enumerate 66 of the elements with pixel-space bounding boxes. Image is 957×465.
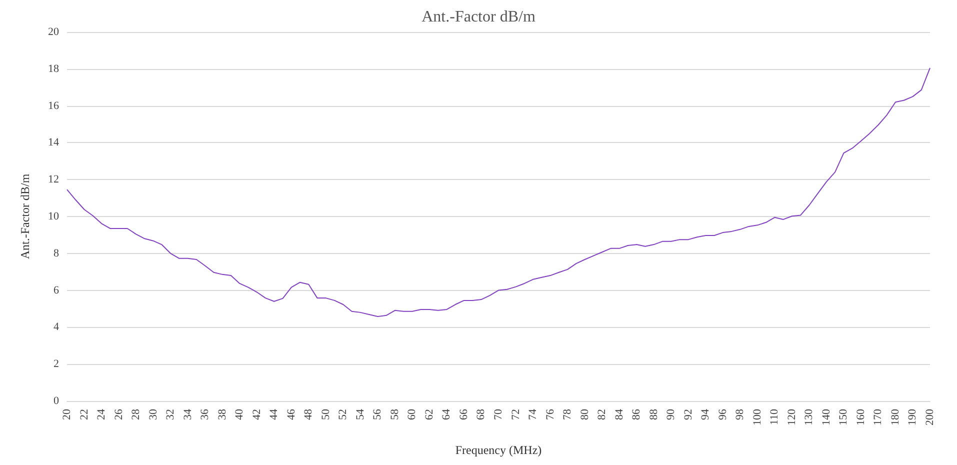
y-tick-label: 20: [48, 26, 60, 38]
x-tick-label: 56: [372, 408, 384, 420]
x-tick-label: 92: [682, 409, 694, 420]
x-tick-label: 32: [164, 409, 177, 420]
x-tick-label: 90: [665, 408, 678, 420]
x-tick-label: 72: [510, 409, 522, 420]
line-series: [66, 67, 930, 317]
x-tick-label: 84: [613, 408, 626, 420]
y-tick-label: 12: [48, 174, 59, 186]
y-tick-label: 18: [48, 62, 60, 75]
x-tick-label: 110: [768, 408, 781, 426]
x-tick-label: 96: [716, 408, 729, 420]
x-tick-label: 38: [216, 408, 228, 420]
y-tick-label: 6: [54, 284, 60, 296]
y-tick-label: 4: [54, 321, 60, 334]
x-tick-label: 50: [320, 408, 332, 420]
x-tick-label: 150: [838, 408, 850, 426]
x-tick-label: 62: [423, 409, 436, 420]
x-tick-label: 28: [130, 408, 142, 420]
x-tick-label: 36: [199, 408, 212, 420]
x-tick-label: 48: [302, 408, 315, 420]
x-tick-label: 78: [562, 408, 574, 420]
x-tick-label: 76: [544, 408, 556, 420]
x-tick-label: 22: [78, 409, 90, 420]
y-axis-title: Ant.-Factor dB/m: [18, 173, 32, 260]
x-tick-label: 40: [234, 408, 246, 420]
y-tick-label: 0: [54, 395, 60, 407]
x-tick-label: 46: [285, 408, 298, 420]
x-tick-label: 130: [803, 408, 816, 426]
x-tick-label: 74: [527, 408, 540, 420]
x-tick-label: 88: [648, 408, 660, 420]
x-tick-label: 66: [458, 408, 470, 420]
x-tick-label: 58: [388, 408, 401, 420]
x-tick-label: 86: [630, 408, 643, 420]
x-tick-label: 180: [889, 408, 902, 426]
x-tick-label: 24: [96, 408, 108, 420]
x-tick-label: 54: [354, 408, 366, 420]
x-tick-label: 160: [854, 408, 867, 426]
x-tick-label: 170: [872, 408, 884, 426]
chart-title: Ant.-Factor dB/m: [422, 8, 536, 26]
x-tick-label: 100: [751, 408, 764, 426]
x-tick-label: 94: [700, 408, 712, 420]
x-tick-label: 200: [924, 408, 936, 426]
x-tick-label: 42: [250, 409, 263, 420]
x-tick-label: 80: [578, 408, 591, 420]
x-tick-label: 68: [475, 408, 488, 420]
x-tick-label: 44: [268, 408, 280, 420]
x-tick-label: 20: [61, 408, 73, 420]
x-tick-label: 34: [182, 408, 194, 420]
x-axis-title: Frequency (MHz): [455, 443, 542, 457]
x-tick-label: 52: [337, 409, 350, 420]
y-tick-label: 2: [54, 358, 59, 370]
y-tick-label: 10: [48, 210, 60, 222]
x-tick-label: 64: [440, 408, 453, 420]
x-tick-label: 26: [112, 408, 125, 420]
y-tick-label: 14: [48, 136, 60, 149]
x-tick-label: 82: [596, 409, 608, 420]
x-tick-label: 98: [734, 408, 746, 420]
x-tick-label: 70: [492, 408, 504, 420]
x-tick-label: 140: [820, 408, 832, 426]
y-tick-label: 16: [48, 100, 60, 112]
x-tick-label: 30: [147, 408, 160, 420]
x-tick-label: 120: [786, 408, 798, 426]
x-tick-label: 190: [906, 408, 919, 426]
y-tick-label: 8: [54, 247, 60, 260]
x-tick-label: 60: [406, 408, 418, 420]
